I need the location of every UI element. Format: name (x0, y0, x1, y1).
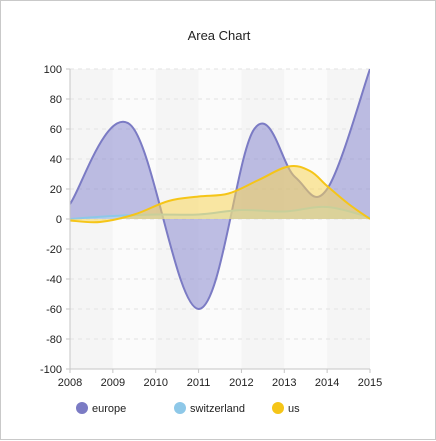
x-tick-label: 2011 (187, 377, 211, 389)
legend-label-switzerland: switzerland (190, 403, 245, 415)
x-tick-label: 2012 (229, 377, 253, 389)
y-tick-label: -80 (46, 334, 62, 346)
y-tick-label: -20 (46, 244, 62, 256)
y-tick-label: -40 (46, 274, 62, 286)
line-us (70, 165, 370, 224)
legend-label-us: us (288, 403, 300, 415)
legend-marker-switzerland (174, 402, 186, 414)
area-us (70, 166, 370, 223)
y-tick-label: 20 (50, 184, 62, 196)
x-tick-label: 2008 (58, 377, 82, 389)
legend-marker-europe (76, 402, 88, 414)
y-tick-label: 80 (50, 94, 62, 106)
legend-label-europe: europe (92, 403, 126, 415)
series-areas (70, 69, 370, 311)
legend-marker-us (272, 402, 284, 414)
chart-title: Area Chart (188, 28, 251, 43)
legend: europe switzerland us (76, 402, 300, 415)
y-tick-label: 40 (50, 154, 62, 166)
x-tick-label: 2015 (358, 377, 382, 389)
x-tick-label: 2013 (272, 377, 296, 389)
x-tick-label: 2014 (315, 377, 339, 389)
axes: -100 -80 -60 -40 -20 0 20 40 60 80 100 2008 2009 2010… (40, 64, 382, 389)
y-tick-label: -60 (46, 304, 62, 316)
y-tick-label: 100 (44, 64, 62, 76)
y-tick-label: -100 (40, 364, 62, 376)
x-tick-label: 2010 (143, 377, 167, 389)
y-tick-label: 60 (50, 124, 62, 136)
y-tick-label: 0 (56, 214, 62, 226)
x-tick-label: 2009 (101, 377, 125, 389)
